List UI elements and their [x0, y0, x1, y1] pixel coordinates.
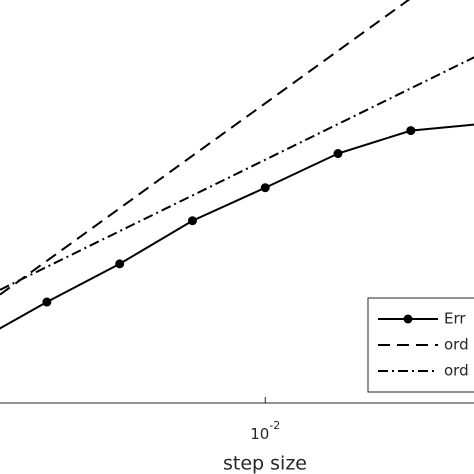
legend-label: ord — [444, 362, 469, 380]
legend: Err ord ord — [367, 297, 474, 393]
x-axis-label: step size — [223, 453, 307, 474]
plot-area — [0, 0, 474, 330]
x-tick-label: 10-2 — [250, 419, 280, 443]
line — [0, 123, 474, 330]
marker — [406, 126, 416, 136]
line — [0, 56, 474, 291]
marker — [333, 149, 343, 159]
marker — [260, 183, 270, 193]
legend-marker — [403, 314, 413, 324]
marker — [115, 259, 125, 269]
marker — [187, 216, 197, 226]
line — [0, 0, 411, 296]
legend-label: ord — [444, 336, 469, 354]
marker — [42, 297, 52, 307]
legend-label: Err — [444, 310, 466, 328]
